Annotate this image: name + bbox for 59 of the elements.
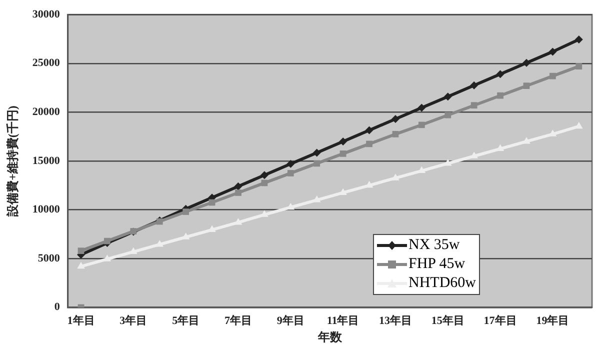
x-tick-label: 15年目 [431,314,464,327]
x-tick-label: 3年目 [120,314,148,327]
point [287,170,294,176]
point [574,35,583,44]
point [496,70,504,78]
point [365,126,374,134]
point [444,112,452,118]
point [314,160,320,167]
legend-label: NX 35w [408,236,460,256]
point [312,148,321,157]
y-tick-label: 10000 [32,204,60,216]
point [286,202,295,210]
point [548,48,557,56]
point [392,174,400,180]
y-tick-label: 20000 [32,106,60,118]
point [78,248,84,254]
y-tick-label: 0 [54,301,60,314]
x-tick-label: 17年目 [484,314,517,327]
point [260,171,268,180]
x-tick-label: 19年目 [536,314,570,327]
point [523,82,530,90]
x-tick-label: 11年目 [326,314,360,327]
point [497,92,504,99]
point [444,92,452,101]
point [522,136,530,144]
x-tick-label: 5年目 [172,314,200,327]
point [418,122,425,128]
y-tick-label: 25000 [32,57,60,70]
point [234,218,242,225]
point [156,240,164,247]
x-tick-label: 1年目 [67,314,95,327]
y-tick-label: 5000 [38,252,60,264]
point [418,104,426,112]
point [340,150,346,157]
x-tick-label: 7年目 [224,314,252,327]
point [391,115,400,124]
y-axis-title: 設備費+維持費(千円) [5,106,20,218]
point [522,58,530,67]
legend-label: NHTD60w [408,274,476,294]
point [366,140,372,148]
point [235,190,242,196]
point [286,160,295,168]
x-tick-label: 9年目 [276,314,304,327]
point [104,238,110,244]
x-axis-title: 年数 [316,330,343,344]
point [470,81,478,90]
point [470,102,478,109]
y-tick-label: 15000 [32,154,60,167]
point [575,122,583,129]
legend-label: FHP 45w [408,255,466,274]
x-tick-label: 13年目 [378,314,412,327]
point [234,182,242,190]
point [182,208,190,215]
point [77,262,85,269]
point [392,130,399,138]
y-tick-label: 30000 [32,8,60,20]
point [550,72,556,80]
point [339,137,348,146]
point [576,63,582,70]
